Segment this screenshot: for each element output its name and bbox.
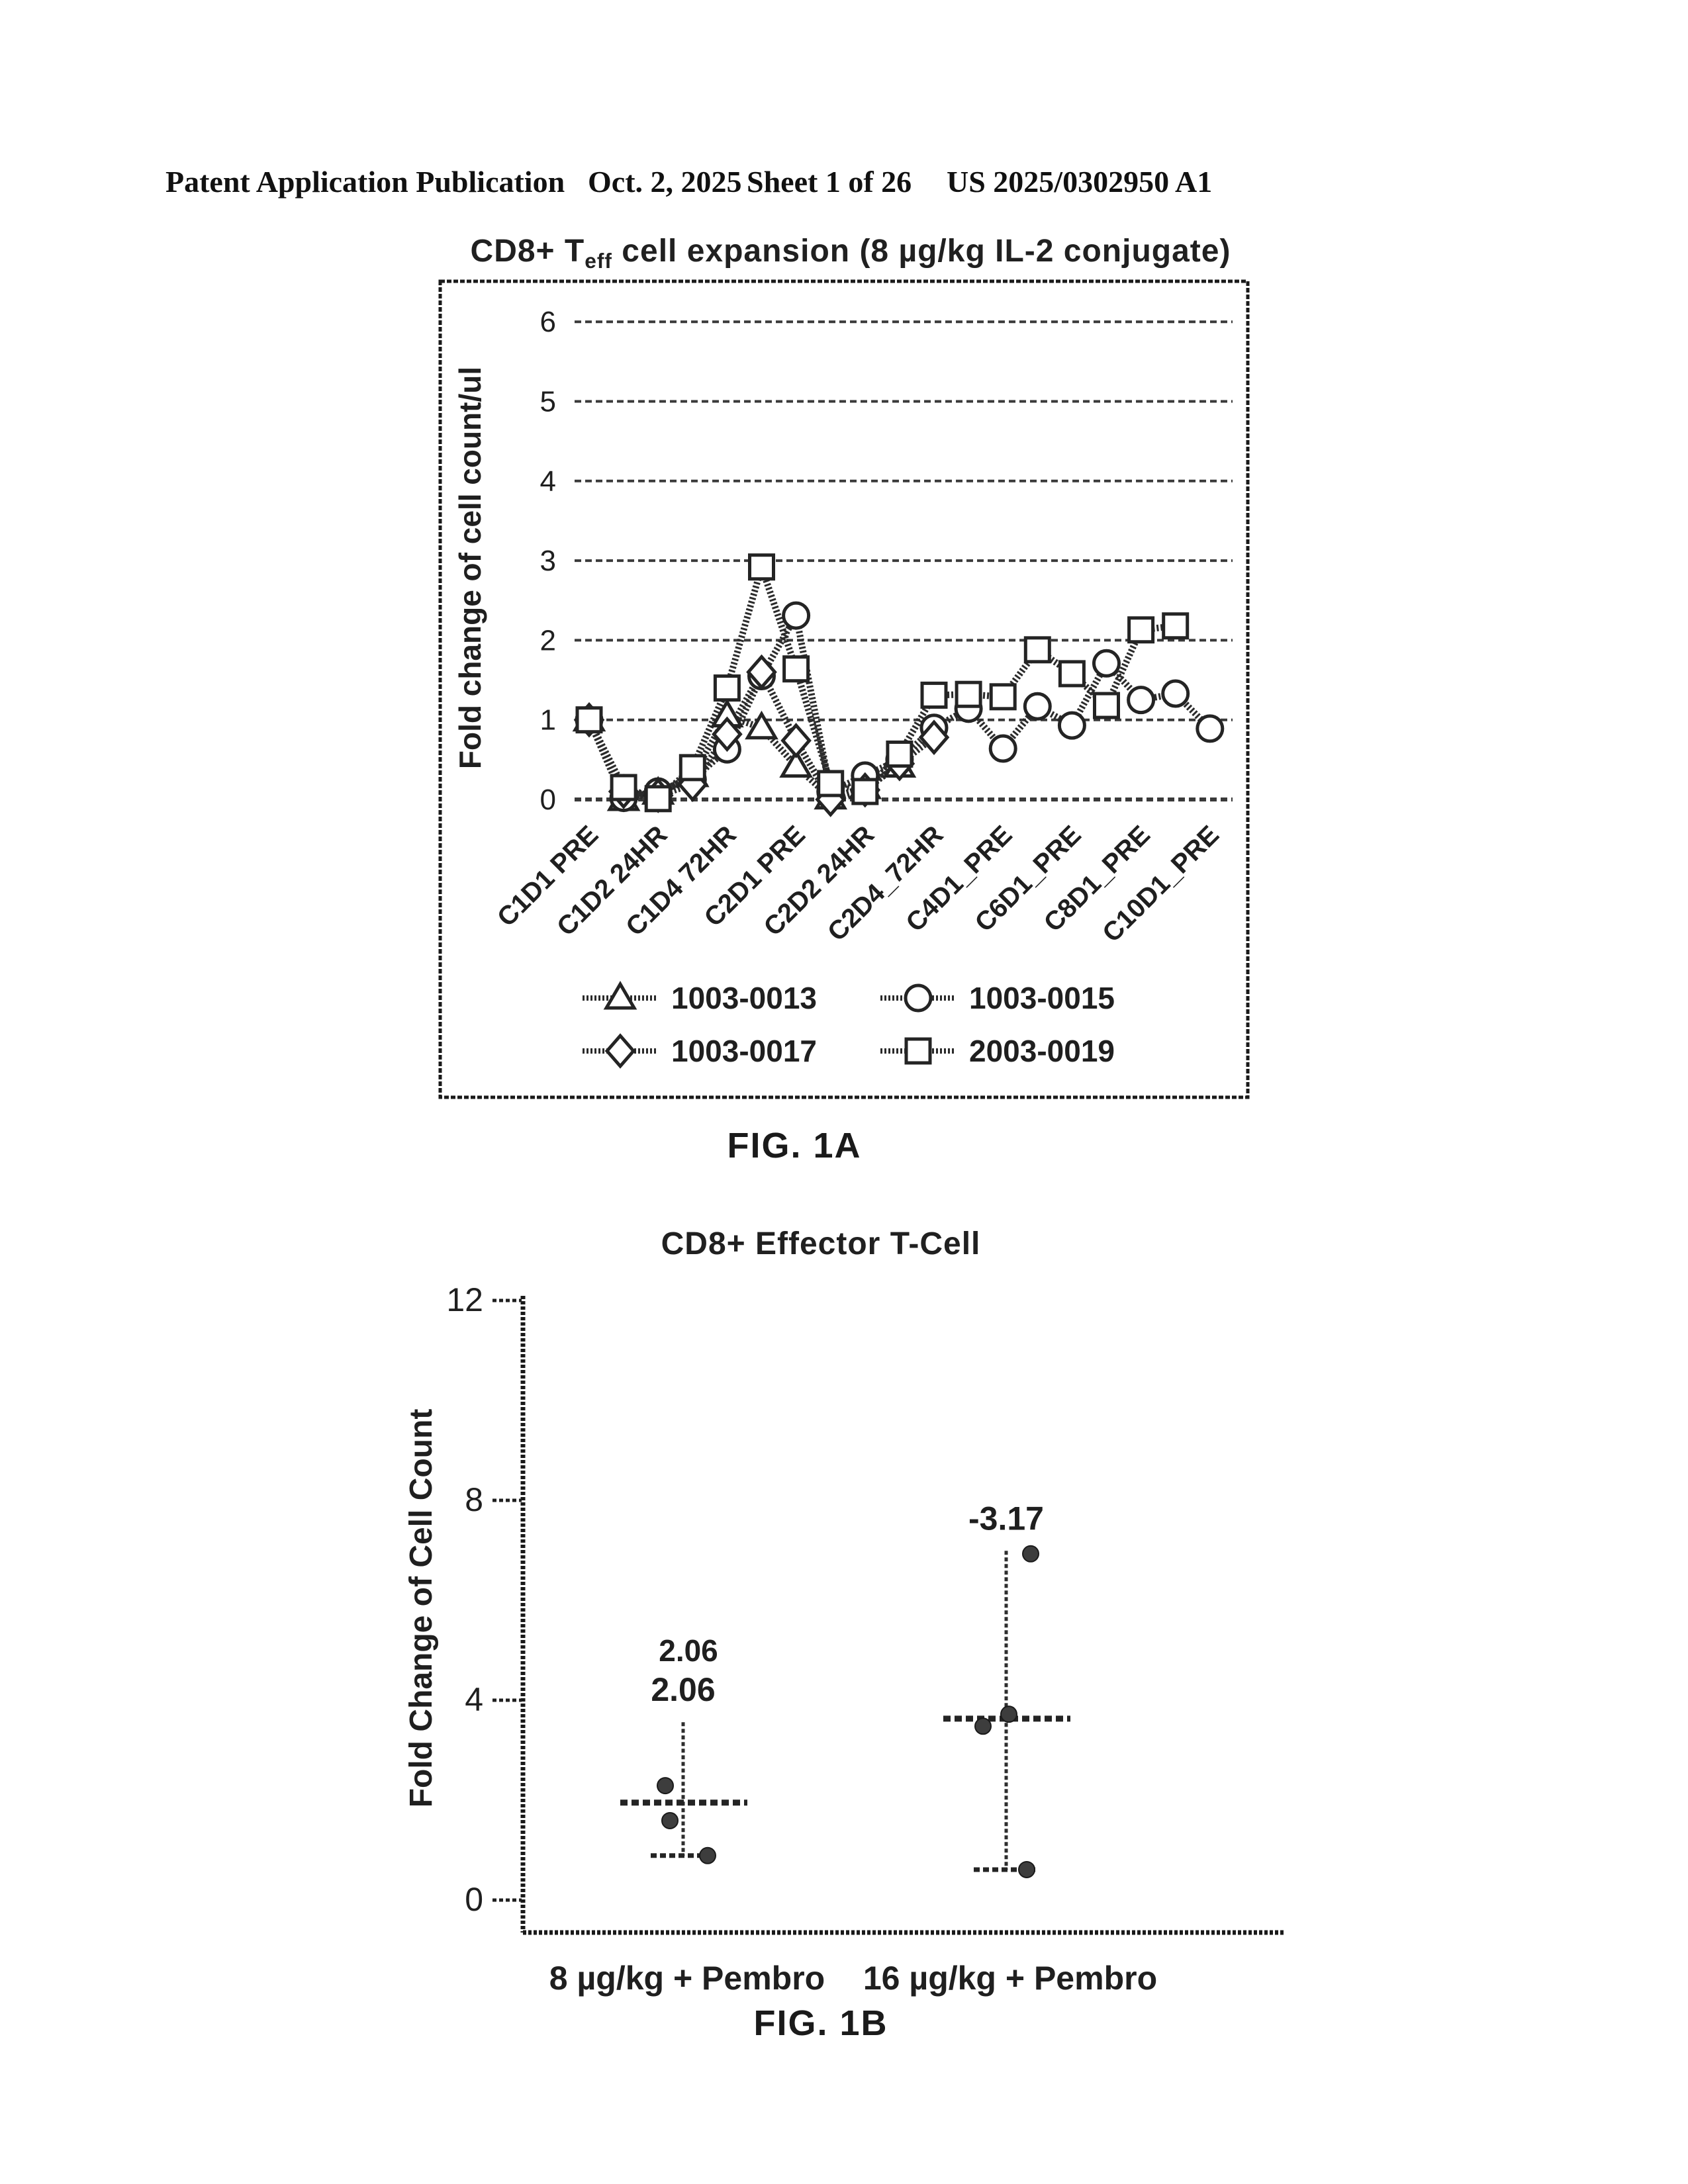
square-marker-2003-0019 bbox=[575, 706, 603, 734]
square-marker-2003-0019 bbox=[713, 674, 741, 702]
diamond-marker-1003-0017 bbox=[712, 716, 743, 752]
triangle-marker-1003-0013 bbox=[745, 710, 778, 740]
legend-item-1003-0015: 1003-0015 bbox=[880, 981, 1115, 1015]
data-point bbox=[657, 1777, 674, 1795]
data-point bbox=[661, 1811, 679, 1829]
diamond-marker-1003-0017 bbox=[780, 723, 812, 758]
square-marker-2003-0019 bbox=[1127, 616, 1155, 644]
fig1a-title-subscript: eff bbox=[585, 249, 612, 273]
legend-label: 1003-0013 bbox=[671, 981, 817, 1015]
circle-marker-1003-0015 bbox=[1127, 686, 1156, 715]
legend-label: 1003-0015 bbox=[969, 981, 1115, 1015]
fig1a-caption: FIG. 1A bbox=[727, 1126, 862, 1165]
fig1b-y-axis-label: Fold Change of Cell Count bbox=[404, 1409, 439, 1808]
legend-label: 2003-0019 bbox=[969, 1034, 1115, 1068]
sheet-number: Sheet 1 of 26 bbox=[747, 165, 912, 199]
diamond-marker-1003-0017 bbox=[746, 654, 777, 690]
x-category-label: 16 µg/kg + Pembro bbox=[863, 1960, 1157, 1997]
publication-title: Patent Application Publication bbox=[165, 165, 565, 199]
fig1b-caption: FIG. 1B bbox=[753, 2003, 888, 2043]
annotation: 2.06 bbox=[651, 1671, 715, 1708]
fig1b-y-tick-label: 8 bbox=[465, 1481, 483, 1518]
page-header: Patent Application Publication Oct. 2, 2… bbox=[0, 164, 1688, 210]
y-tick-label: 1 bbox=[540, 704, 556, 737]
annotation: -3.17 bbox=[968, 1500, 1044, 1537]
patent-number: US 2025/0302950 A1 bbox=[947, 165, 1213, 199]
square-marker-2003-0019 bbox=[1058, 660, 1086, 688]
y-tick-label: 0 bbox=[540, 784, 556, 816]
square-marker-2003-0019 bbox=[920, 681, 948, 709]
legend-item-1003-0013: 1003-0013 bbox=[583, 981, 817, 1015]
fig1b-y-tick-label: 12 bbox=[446, 1281, 483, 1318]
y-tick-label: 6 bbox=[540, 306, 556, 338]
publication-date: Oct. 2, 2025 bbox=[588, 165, 742, 199]
fig1a-title-post: cell expansion (8 µg/kg IL-2 conjugate) bbox=[612, 234, 1231, 269]
fig1a-title-pre: CD8+ T bbox=[470, 234, 585, 269]
series-line-2003-0019 bbox=[586, 563, 1176, 802]
legend-circle-icon bbox=[904, 983, 933, 1013]
square-marker-2003-0019 bbox=[851, 778, 879, 805]
legend-label: 1003-0017 bbox=[671, 1034, 817, 1068]
legend-item-2003-0019: 2003-0019 bbox=[880, 1034, 1115, 1068]
legend-diamond-icon bbox=[604, 1033, 636, 1069]
group-2: -3.17 16 µg/kg + Pembro bbox=[863, 1500, 1157, 1997]
fig1b-chart-title: CD8+ Effector T-Cell bbox=[661, 1226, 981, 1261]
diamond-marker-1003-0017 bbox=[918, 719, 950, 755]
square-marker-2003-0019 bbox=[1093, 692, 1120, 719]
fig1b-plot-group: 12 8 4 0 Fold Change of Cell Count 2.062.06 8 … bbox=[404, 1281, 1157, 1997]
square-marker-2003-0019 bbox=[955, 680, 982, 708]
fig1a-border-box bbox=[438, 279, 1250, 1099]
square-marker-2003-0019 bbox=[748, 553, 775, 581]
square-marker-2003-0019 bbox=[782, 655, 810, 683]
x-category-label: 8 µg/kg + Pembro bbox=[549, 1960, 825, 1997]
square-marker-2003-0019 bbox=[644, 785, 672, 813]
data-point bbox=[1022, 1545, 1039, 1563]
y-tick-label: 4 bbox=[540, 465, 556, 498]
annotation-ghost: 2.06 bbox=[659, 1633, 718, 1668]
fig1a-chart-title: CD8+ Teff cell expansion (8 µg/kg IL-2 c… bbox=[440, 233, 1261, 273]
circle-marker-1003-0015 bbox=[782, 601, 811, 630]
circle-marker-1003-0015 bbox=[1023, 692, 1052, 721]
circle-marker-1003-0015 bbox=[1196, 714, 1225, 743]
legend-triangle-icon bbox=[603, 981, 637, 1010]
square-marker-2003-0019 bbox=[679, 754, 706, 782]
y-tick-label: 3 bbox=[540, 545, 556, 577]
circle-marker-1003-0015 bbox=[1057, 711, 1086, 740]
data-point bbox=[1018, 1860, 1035, 1878]
legend-item-1003-0017: 1003-0017 bbox=[583, 1033, 817, 1069]
square-marker-2003-0019 bbox=[989, 683, 1017, 711]
fig1b-y-tick-label: 0 bbox=[465, 1881, 483, 1918]
y-tick-label: 5 bbox=[540, 386, 556, 418]
square-marker-2003-0019 bbox=[1023, 636, 1051, 664]
circle-marker-1003-0015 bbox=[988, 734, 1017, 763]
fig1a-y-axis-label: Fold change of cell count/ul bbox=[453, 367, 487, 769]
y-tick-label: 2 bbox=[540, 624, 556, 657]
data-point bbox=[1000, 1706, 1017, 1723]
triangle-marker-1003-0013 bbox=[779, 749, 813, 778]
square-marker-2003-0019 bbox=[1162, 612, 1190, 640]
data-point bbox=[974, 1717, 992, 1735]
fig1b-y-tick-label: 4 bbox=[465, 1681, 483, 1718]
square-marker-2003-0019 bbox=[610, 774, 637, 801]
square-marker-2003-0019 bbox=[817, 770, 845, 797]
legend-square-icon bbox=[904, 1037, 932, 1065]
circle-marker-1003-0015 bbox=[1161, 679, 1190, 708]
square-marker-2003-0019 bbox=[886, 740, 914, 768]
data-point bbox=[699, 1846, 716, 1864]
circle-marker-1003-0015 bbox=[1092, 649, 1121, 678]
group-1: 2.062.06 8 µg/kg + Pembro bbox=[549, 1633, 825, 1997]
